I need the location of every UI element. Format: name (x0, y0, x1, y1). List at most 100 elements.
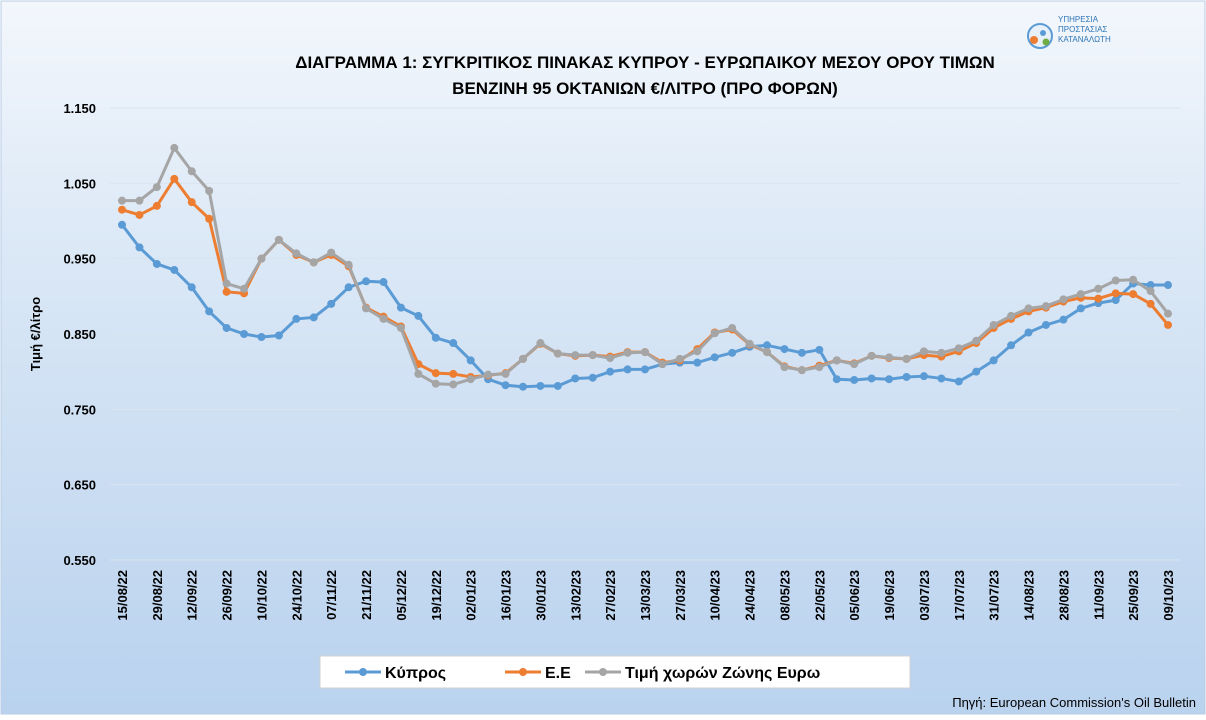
x-tick-label: 11/09/23 (1091, 570, 1106, 620)
point (170, 143, 179, 152)
x-tick-label: 28/08/23 (1056, 570, 1071, 621)
legend-swatch (359, 668, 367, 676)
point (292, 314, 301, 323)
point (396, 303, 405, 312)
x-tick-label: 02/01/23 (464, 570, 479, 621)
point (1059, 295, 1068, 304)
point (885, 353, 894, 362)
point (763, 341, 772, 350)
x-tick-label: 30/01/23 (533, 570, 548, 621)
point (1164, 320, 1172, 329)
y-tick-label: 0.950 (63, 252, 96, 267)
x-tick-label: 26/09/22 (220, 570, 235, 621)
x-tick-label: 15/08/22 (115, 570, 130, 621)
point (536, 339, 545, 348)
point (815, 363, 824, 372)
point (972, 367, 981, 376)
point (205, 186, 214, 195)
point (240, 330, 249, 338)
point (362, 277, 371, 286)
x-tick-label: 31/07/23 (987, 570, 1002, 621)
point (135, 243, 144, 252)
x-tick-label: 21/11/22 (359, 570, 374, 620)
point (1007, 311, 1016, 320)
point (867, 374, 876, 383)
x-tick-label: 10/04/23 (708, 570, 723, 621)
point (1129, 275, 1138, 284)
point (170, 174, 179, 183)
point (309, 258, 318, 267)
point (641, 365, 649, 374)
point (501, 369, 510, 378)
point (1076, 290, 1085, 299)
x-tick-label: 24/04/23 (743, 570, 758, 621)
x-tick-label: 03/07/23 (917, 570, 932, 621)
point (1094, 294, 1103, 303)
point (449, 380, 458, 389)
y-tick-label: 0.550 (63, 553, 96, 568)
point (658, 360, 667, 369)
point (1111, 276, 1120, 285)
point (780, 345, 789, 354)
point (1024, 328, 1033, 337)
legend-label: Τιμή χωρών Ζώνης Ευρω (625, 665, 820, 682)
point (745, 339, 754, 348)
x-tick-label: 13/02/23 (568, 570, 583, 621)
x-tick-label: 17/07/23 (952, 570, 967, 621)
point (623, 348, 632, 357)
point (327, 299, 336, 308)
point (257, 254, 266, 263)
point (344, 260, 353, 269)
x-tick-label: 19/06/23 (882, 570, 897, 621)
x-tick-label: 25/09/23 (1126, 570, 1141, 621)
x-tick-label: 14/08/23 (1022, 570, 1037, 621)
point (606, 367, 615, 376)
point (710, 329, 719, 338)
point (919, 372, 928, 381)
point (257, 333, 266, 342)
point (919, 347, 928, 356)
point (1146, 299, 1155, 308)
point (1111, 289, 1120, 298)
point (1059, 315, 1068, 324)
point (362, 304, 371, 313)
legend-label: Ε.Ε (545, 665, 571, 682)
point (187, 198, 196, 207)
point (954, 377, 963, 386)
point (815, 345, 824, 354)
point (850, 375, 859, 384)
point (414, 311, 423, 320)
point (641, 348, 649, 357)
point (518, 382, 527, 391)
point (1076, 304, 1085, 313)
point (989, 320, 998, 329)
point (1007, 341, 1016, 350)
x-tick-label: 16/01/23 (499, 570, 514, 621)
point (728, 348, 737, 357)
point (518, 354, 527, 363)
point (118, 205, 126, 214)
y-tick-label: 0.850 (63, 327, 96, 342)
logo-text: ΠΡΟΣΤΑΣΙΑΣ (1058, 25, 1107, 34)
point (553, 381, 562, 390)
point (1146, 287, 1155, 296)
y-tick-label: 1.050 (63, 176, 96, 191)
point (449, 339, 458, 348)
point (187, 283, 196, 292)
point (937, 348, 946, 357)
point (484, 370, 493, 379)
x-tick-label: 07/11/22 (324, 570, 339, 620)
point (152, 201, 161, 210)
point (431, 379, 440, 388)
x-tick-label: 24/10/22 (289, 570, 304, 621)
point (1041, 302, 1050, 311)
point (885, 375, 894, 384)
x-tick-label: 08/05/23 (777, 570, 792, 621)
y-tick-label: 1.150 (63, 101, 96, 116)
point (937, 374, 946, 383)
point (902, 372, 911, 381)
x-tick-label: 09/10/23 (1161, 570, 1176, 621)
point (501, 381, 510, 390)
point (902, 354, 911, 363)
